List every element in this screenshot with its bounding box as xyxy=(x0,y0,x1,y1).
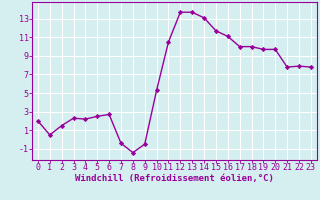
X-axis label: Windchill (Refroidissement éolien,°C): Windchill (Refroidissement éolien,°C) xyxy=(75,174,274,183)
